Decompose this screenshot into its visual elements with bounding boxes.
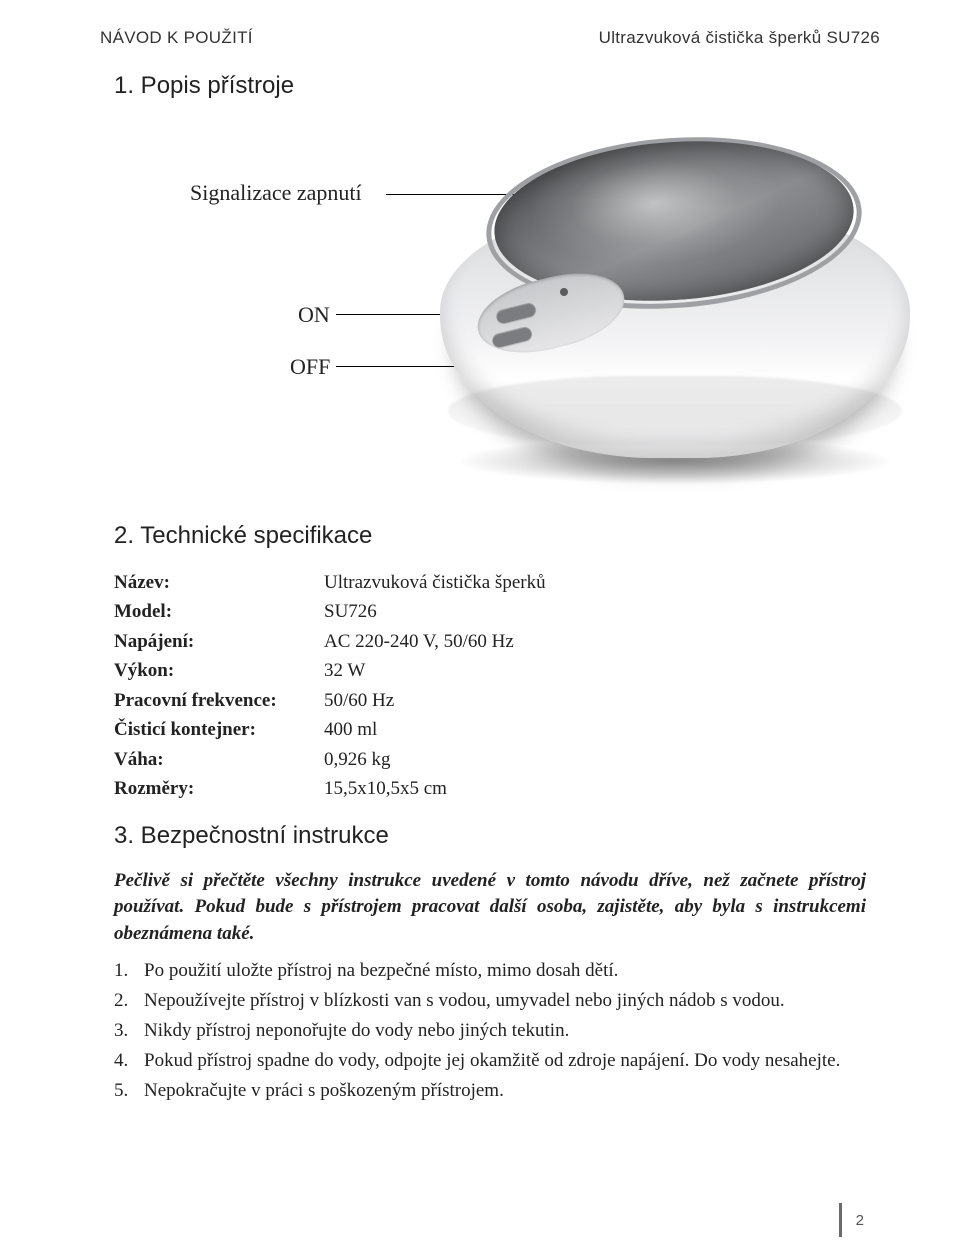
- spec-value: 400 ml: [324, 715, 377, 744]
- header-right: Ultrazvuková čistička šperků SU726: [599, 28, 880, 48]
- spec-row: Napájení: AC 220-240 V, 50/60 Hz: [114, 627, 880, 656]
- spec-value: AC 220-240 V, 50/60 Hz: [324, 627, 514, 656]
- spec-label: Název:: [114, 568, 324, 597]
- spec-label: Pracovní frekvence:: [114, 686, 324, 715]
- list-text: Po použití uložte přístroj na bezpečné m…: [144, 958, 866, 985]
- page-footer: 2: [839, 1203, 864, 1237]
- list-num: 5.: [114, 1078, 144, 1105]
- spec-label: Rozměry:: [114, 774, 324, 803]
- list-item: 4.Pokud přístroj spadne do vody, odpojte…: [114, 1048, 866, 1075]
- spec-label: Napájení:: [114, 627, 324, 656]
- spec-row: Váha: 0,926 kg: [114, 745, 880, 774]
- list-item: 5.Nepokračujte v práci s poškozeným přís…: [114, 1078, 866, 1105]
- spec-row: Název: Ultrazvuková čistička šperků: [114, 568, 880, 597]
- label-signal: Signalizace zapnutí: [190, 180, 362, 206]
- section1-title: 1. Popis přístroje: [114, 72, 880, 100]
- section3-title: 3. Bezpečnostní instrukce: [114, 822, 880, 850]
- spec-row: Výkon: 32 W: [114, 656, 880, 685]
- page-header: NÁVOD K POUŽITÍ Ultrazvuková čistička šp…: [100, 28, 880, 48]
- spec-value: Ultrazvuková čistička šperků: [324, 568, 546, 597]
- header-left: NÁVOD K POUŽITÍ: [100, 28, 253, 48]
- device-figure: Signalizace zapnutí ON OFF: [190, 118, 920, 508]
- spec-row: Rozměry: 15,5x10,5x5 cm: [114, 774, 880, 803]
- label-on: ON: [298, 302, 330, 328]
- safety-intro: Pečlivě si přečtěte všechny instrukce uv…: [114, 868, 866, 949]
- device-led-icon: [560, 288, 568, 296]
- spec-label: Model:: [114, 597, 324, 626]
- spec-value: 15,5x10,5x5 cm: [324, 774, 447, 803]
- footer-divider: [839, 1203, 842, 1237]
- device-illustration: [440, 138, 920, 498]
- page-number: 2: [856, 1212, 864, 1229]
- spec-row: Model: SU726: [114, 597, 880, 626]
- spec-value: 50/60 Hz: [324, 686, 394, 715]
- list-num: 1.: [114, 958, 144, 985]
- label-off: OFF: [290, 354, 330, 380]
- spec-row: Čisticí kontejner: 400 ml: [114, 715, 880, 744]
- list-num: 3.: [114, 1018, 144, 1045]
- list-text: Nepoužívejte přístroj v blízkosti van s …: [144, 988, 866, 1015]
- section2-title: 2. Technické specifikace: [114, 522, 880, 550]
- list-text: Nikdy přístroj neponořujte do vody nebo …: [144, 1018, 866, 1045]
- spec-value: 32 W: [324, 656, 365, 685]
- spec-label: Čisticí kontejner:: [114, 715, 324, 744]
- spec-table: Název: Ultrazvuková čistička šperků Mode…: [114, 568, 880, 804]
- list-text: Pokud přístroj spadne do vody, odpojte j…: [144, 1048, 866, 1075]
- list-item: 2.Nepoužívejte přístroj v blízkosti van …: [114, 988, 866, 1015]
- list-num: 4.: [114, 1048, 144, 1075]
- spec-value: SU726: [324, 597, 377, 626]
- list-item: 3.Nikdy přístroj neponořujte do vody neb…: [114, 1018, 866, 1045]
- spec-label: Výkon:: [114, 656, 324, 685]
- list-num: 2.: [114, 988, 144, 1015]
- list-text: Nepokračujte v práci s poškozeným přístr…: [144, 1078, 866, 1105]
- page: NÁVOD K POUŽITÍ Ultrazvuková čistička šp…: [0, 0, 960, 1255]
- spec-row: Pracovní frekvence: 50/60 Hz: [114, 686, 880, 715]
- list-item: 1.Po použití uložte přístroj na bezpečné…: [114, 958, 866, 985]
- spec-value: 0,926 kg: [324, 745, 391, 774]
- spec-label: Váha:: [114, 745, 324, 774]
- device-band: [448, 376, 902, 446]
- safety-list: 1.Po použití uložte přístroj na bezpečné…: [114, 958, 866, 1105]
